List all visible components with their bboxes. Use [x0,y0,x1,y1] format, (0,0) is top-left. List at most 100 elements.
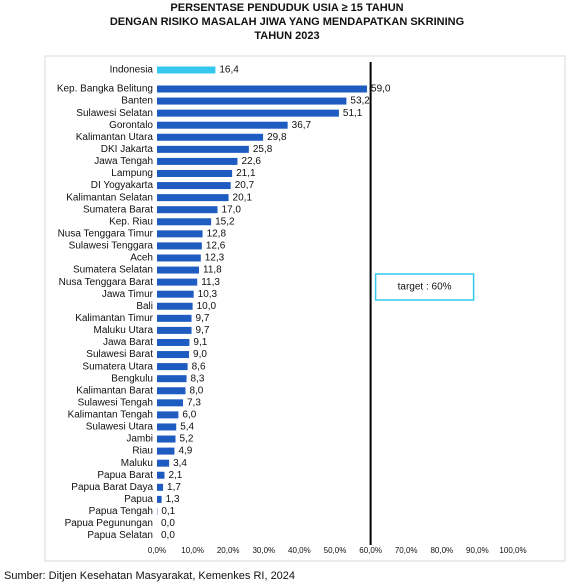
value-label: 9,7 [196,325,210,336]
chart-frame [44,55,566,562]
y-tick-label: Sumatera Utara [82,361,153,372]
bar [157,97,347,105]
value-label: 53,2 [350,96,370,107]
bar [157,387,186,395]
value-label: 9,0 [193,349,207,360]
x-tick-label: 10,0% [181,546,204,555]
bar [157,266,200,274]
bar [157,182,231,190]
x-tick-label: 20,0% [217,546,240,555]
value-label: 3,4 [173,458,187,469]
y-tick-label: Sulawesi Tengah [78,397,153,408]
value-label: 12,8 [207,228,227,239]
y-tick-label: Jawa Barat [103,337,153,348]
y-tick-label: Nusa Tenggara Timur [58,228,154,239]
value-label: 1,7 [167,482,181,493]
y-tick-label: Kep. Riau [109,216,153,227]
y-tick-label: Maluku [121,458,153,469]
bar [157,338,190,346]
value-label: 51,1 [343,108,363,119]
bar [157,133,264,141]
value-label: 8,6 [192,361,206,372]
x-tick-label: 60,0% [359,546,382,555]
bar [157,194,229,202]
x-tick-label: 90,0% [466,546,489,555]
y-tick-label: Kalimantan Barat [76,385,153,396]
bar [157,278,198,286]
value-label: 11,8 [203,265,222,276]
bar [157,423,177,431]
y-tick-label: Papua [124,494,153,505]
value-label: 21,1 [236,168,256,179]
bar [157,254,201,262]
value-label: 5,2 [180,434,194,445]
y-tick-label: Kep. Bangka Belitung [57,84,153,95]
value-label: 9,7 [196,313,210,324]
chart-title: PERSENTASE PENDUDUK USIA ≥ 15 TAHUN [170,2,403,14]
y-tick-label: Aceh [130,253,153,264]
chart-title: DENGAN RISIKO MASALAH JIWA YANG MENDAPAT… [110,16,464,28]
annotation-box [374,273,475,301]
x-tick-label: 100,0% [499,546,526,555]
annotation-text: target : 60% [398,282,452,293]
bar [157,109,339,117]
value-label: 17,0 [222,204,242,215]
bar [157,411,179,419]
bar [157,302,193,310]
y-tick-label: Riau [132,446,153,457]
value-label: 10,3 [198,289,218,300]
x-tick-label: 40,0% [288,546,311,555]
bar [157,447,175,455]
bar [157,495,162,503]
bar [157,435,176,443]
bar [157,375,187,383]
y-tick-label: Papua Selatan [87,530,153,541]
y-tick-label: Sumatera Barat [83,204,153,215]
y-tick-label: Indonesia [110,65,154,76]
y-tick-label: Gorontalo [109,120,153,131]
bar [157,326,192,334]
y-tick-label: Kalimantan Timur [75,313,153,324]
x-tick-label: 70,0% [395,546,418,555]
bar [157,483,164,491]
bar [157,218,212,226]
value-label: 6,0 [182,410,196,421]
value-label: 2,1 [168,470,182,481]
value-label: 59,0 [371,84,391,95]
value-label: 12,3 [205,253,225,264]
value-label: 12,6 [206,241,226,252]
x-tick-label: 0,0% [148,546,166,555]
value-label: 15,2 [215,216,235,227]
y-tick-label: Jawa Tengah [94,156,153,167]
y-tick-label: Sulawesi Tenggara [69,241,154,252]
y-tick-label: Maluku Utara [94,325,154,336]
y-tick-label: Sulawesi Utara [86,422,154,433]
value-label: 8,0 [189,385,203,396]
value-label: 20,7 [235,180,255,191]
y-tick-label: Sulawesi Barat [86,349,153,360]
bar [157,230,203,238]
bar [157,85,368,93]
value-label: 22,6 [241,156,261,167]
value-label: 0,0 [161,530,175,541]
y-tick-label: Papua Barat Daya [71,482,153,493]
bar [157,471,165,479]
bar [157,351,190,359]
bar [157,242,202,250]
value-label: 36,7 [292,120,312,131]
y-tick-label: Papua Barat [97,470,153,481]
y-tick-label: Nusa Tenggara Barat [59,277,154,288]
y-tick-label: Lampung [111,168,153,179]
value-label: 29,8 [267,132,287,143]
y-tick-label: Kalimantan Selatan [66,192,153,203]
y-tick-label: Bali [136,301,153,312]
y-tick-label: Papua Pegunungan [65,518,153,529]
bar [157,145,249,153]
value-label: 16,4 [219,65,239,76]
value-label: 7,3 [187,397,201,408]
bar [157,169,233,177]
source-note: Sumber: Ditjen Kesehatan Masyarakat, Kem… [4,570,295,582]
y-tick-label: Jambi [126,434,153,445]
